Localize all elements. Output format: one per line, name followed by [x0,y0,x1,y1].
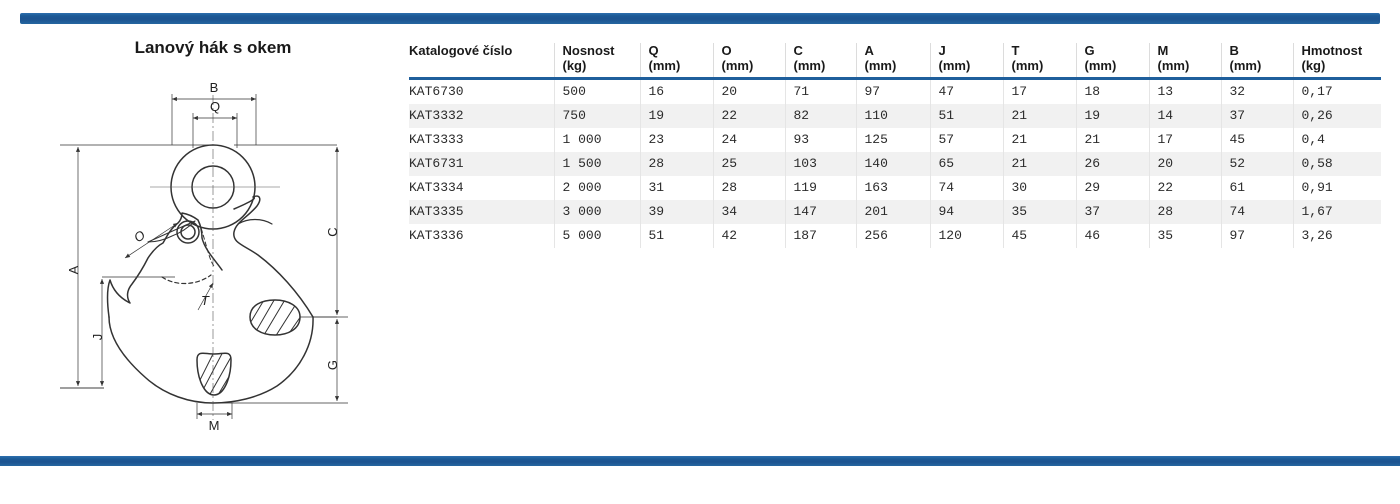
svg-text:O: O [131,227,148,245]
svg-text:J: J [90,334,105,341]
svg-text:C: C [325,227,340,236]
svg-text:M: M [209,418,220,433]
svg-text:Q: Q [210,99,220,114]
svg-text:B: B [210,80,219,95]
svg-text:G: G [325,360,340,370]
svg-text:A: A [66,265,81,274]
svg-text:T: T [201,293,210,308]
